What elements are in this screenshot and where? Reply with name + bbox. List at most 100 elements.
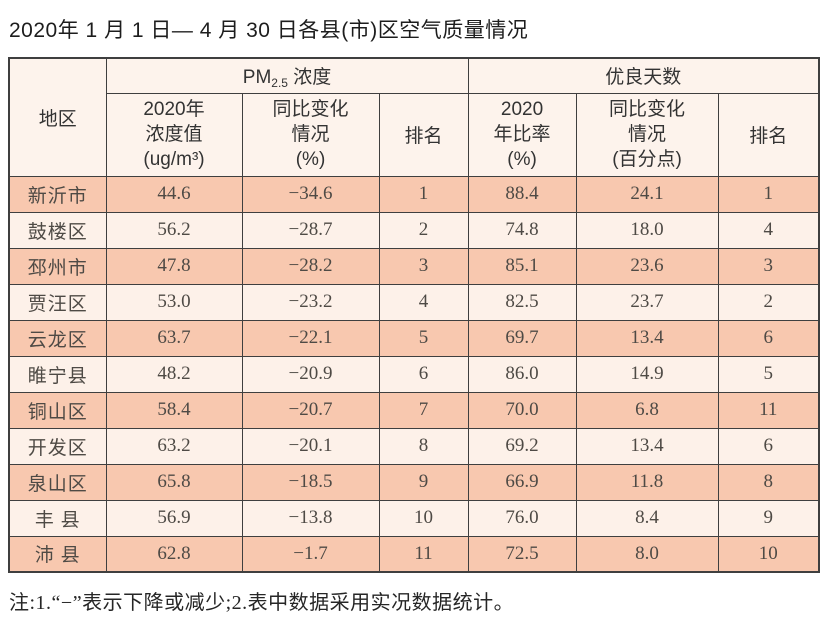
cell-pm-change: −23.2 [241,283,380,321]
header-group-row: 地区 PM2.5 浓度 优良天数 [8,57,820,177]
cell-pm-change: −20.9 [241,355,380,393]
cell-pm-rank: 6 [378,355,469,393]
cell-rate-change: 11.8 [575,463,719,501]
cell-region: 睢宁县 [8,355,107,393]
col-group-pm25: PM2.5 浓度 [105,57,469,94]
cell-rate-rank: 6 [717,319,820,357]
col-header-line: 同比变化 [272,98,349,120]
cell-pm-change: −34.6 [241,175,380,213]
cell-rate-change: 24.1 [575,175,719,213]
cell-rate-rank: 10 [717,535,820,573]
cell-pm-value: 62.8 [105,535,243,573]
cell-rate-rank: 3 [717,247,820,285]
col-header-pm-value: 2020年 浓度值 (ug/m³) [105,92,243,177]
cell-pm-value: 53.0 [105,283,243,321]
cell-rate-change: 23.7 [575,283,719,321]
cell-pm-value: 48.2 [105,355,243,393]
cell-rate-value: 69.7 [467,319,577,357]
cell-pm-change: −18.5 [241,463,380,501]
table-row: 泉山区 65.8 −18.5 9 66.9 11.8 8 [8,463,820,501]
table-row: 新沂市 44.6 −34.6 1 88.4 24.1 1 [8,175,820,213]
cell-region: 开发区 [8,427,107,465]
cell-rate-change: 8.4 [575,499,719,537]
cell-pm-value: 58.4 [105,391,243,429]
cell-pm-rank: 7 [378,391,469,429]
table-row: 邳州市 47.8 −28.2 3 85.1 23.6 3 [8,247,820,285]
cell-region: 泉山区 [8,463,107,501]
cell-region: 丰 县 [8,499,107,537]
col-header-rate-value: 2020 年比率 (%) [467,92,577,177]
cell-rate-change: 13.4 [575,319,719,357]
cell-pm-value: 63.2 [105,427,243,465]
cell-rate-rank: 1 [717,175,820,213]
col-header-line: 浓度值 [145,123,203,145]
cell-rate-value: 88.4 [467,175,577,213]
cell-pm-rank: 8 [378,427,469,465]
cell-pm-change: −1.7 [241,535,380,573]
col-header-line: 情况 [628,123,667,145]
table-row: 鼓楼区 56.2 −28.7 2 74.8 18.0 4 [8,211,820,249]
cell-rate-rank: 5 [717,355,820,393]
cell-pm-change: −13.8 [241,499,380,537]
cell-rate-value: 69.2 [467,427,577,465]
col-header-line: (百分点) [612,149,682,171]
col-header-rate-rank: 排名 [717,92,820,177]
cell-rate-rank: 2 [717,283,820,321]
cell-region: 鼓楼区 [8,211,107,249]
col-header-line: (ug/m³) [143,149,205,171]
cell-rate-rank: 11 [717,391,820,429]
col-header-rate-change: 同比变化 情况 (百分点) [575,92,719,177]
cell-pm-change: −28.7 [241,211,380,249]
cell-pm-change: −28.2 [241,247,380,285]
footnote: 注:1.“−”表示下降或减少;2.表中数据采用实况数据统计。 [9,592,515,614]
cell-rate-value: 74.8 [467,211,577,249]
cell-pm-value: 65.8 [105,463,243,501]
col-header-pm-rank: 排名 [378,92,469,177]
cell-pm-rank: 11 [378,535,469,573]
cell-rate-rank: 4 [717,211,820,249]
cell-pm-rank: 5 [378,319,469,357]
table-row: 开发区 63.2 −20.1 8 69.2 13.4 6 [8,427,820,465]
cell-region: 铜山区 [8,391,107,429]
cell-pm-value: 56.9 [105,499,243,537]
pm25-label-suffix: 浓度 [287,66,332,88]
cell-rate-rank: 9 [717,499,820,537]
col-header-region: 地区 [8,57,107,177]
cell-pm-rank: 9 [378,463,469,501]
cell-rate-change: 6.8 [575,391,719,429]
cell-rate-value: 82.5 [467,283,577,321]
cell-rate-value: 70.0 [467,391,577,429]
cell-rate-change: 13.4 [575,427,719,465]
table-row: 沛 县 62.8 −1.7 11 72.5 8.0 10 [8,535,820,573]
table-row: 贾汪区 53.0 −23.2 4 82.5 23.7 2 [8,283,820,321]
cell-rate-change: 8.0 [575,535,719,573]
cell-pm-rank: 2 [378,211,469,249]
cell-region: 贾汪区 [8,283,107,321]
cell-pm-value: 56.2 [105,211,243,249]
cell-rate-change: 14.9 [575,355,719,393]
cell-rate-value: 72.5 [467,535,577,573]
cell-rate-rank: 8 [717,463,820,501]
cell-pm-change: −20.1 [241,427,380,465]
cell-pm-change: −22.1 [241,319,380,357]
col-header-line: (%) [295,149,326,171]
header-sub-row: 2020年 浓度值 (ug/m³) 同比变化 情况 (%) 排名 2020 [9,92,820,177]
cell-rate-rank: 6 [717,427,820,465]
cell-rate-value: 86.0 [467,355,577,393]
col-header-line: 2020 [500,98,544,120]
col-header-line: (%) [507,149,537,171]
cell-region: 新沂市 [8,175,107,213]
cell-region: 沛 县 [8,535,107,573]
cell-pm-rank: 3 [378,247,469,285]
page-title: 2020年 1 月 1 日— 4 月 30 日各县(市)区空气质量情况 [9,19,529,42]
col-header-line: 年比率 [493,123,551,145]
table-row: 睢宁县 48.2 −20.9 6 86.0 14.9 5 [8,355,820,393]
cell-pm-change: −20.7 [241,391,380,429]
air-quality-table: 地区 PM2.5 浓度 优良天数 2020年 浓度值 (ug/m³) 同比变化 … [8,57,821,573]
table-row: 云龙区 63.7 −22.1 5 69.7 13.4 6 [8,319,820,357]
cell-pm-value: 63.7 [105,319,243,357]
cell-pm-rank: 4 [378,283,469,321]
table-row: 丰 县 56.9 −13.8 10 76.0 8.4 9 [8,499,820,537]
col-header-pm-change: 同比变化 情况 (%) [241,92,380,177]
